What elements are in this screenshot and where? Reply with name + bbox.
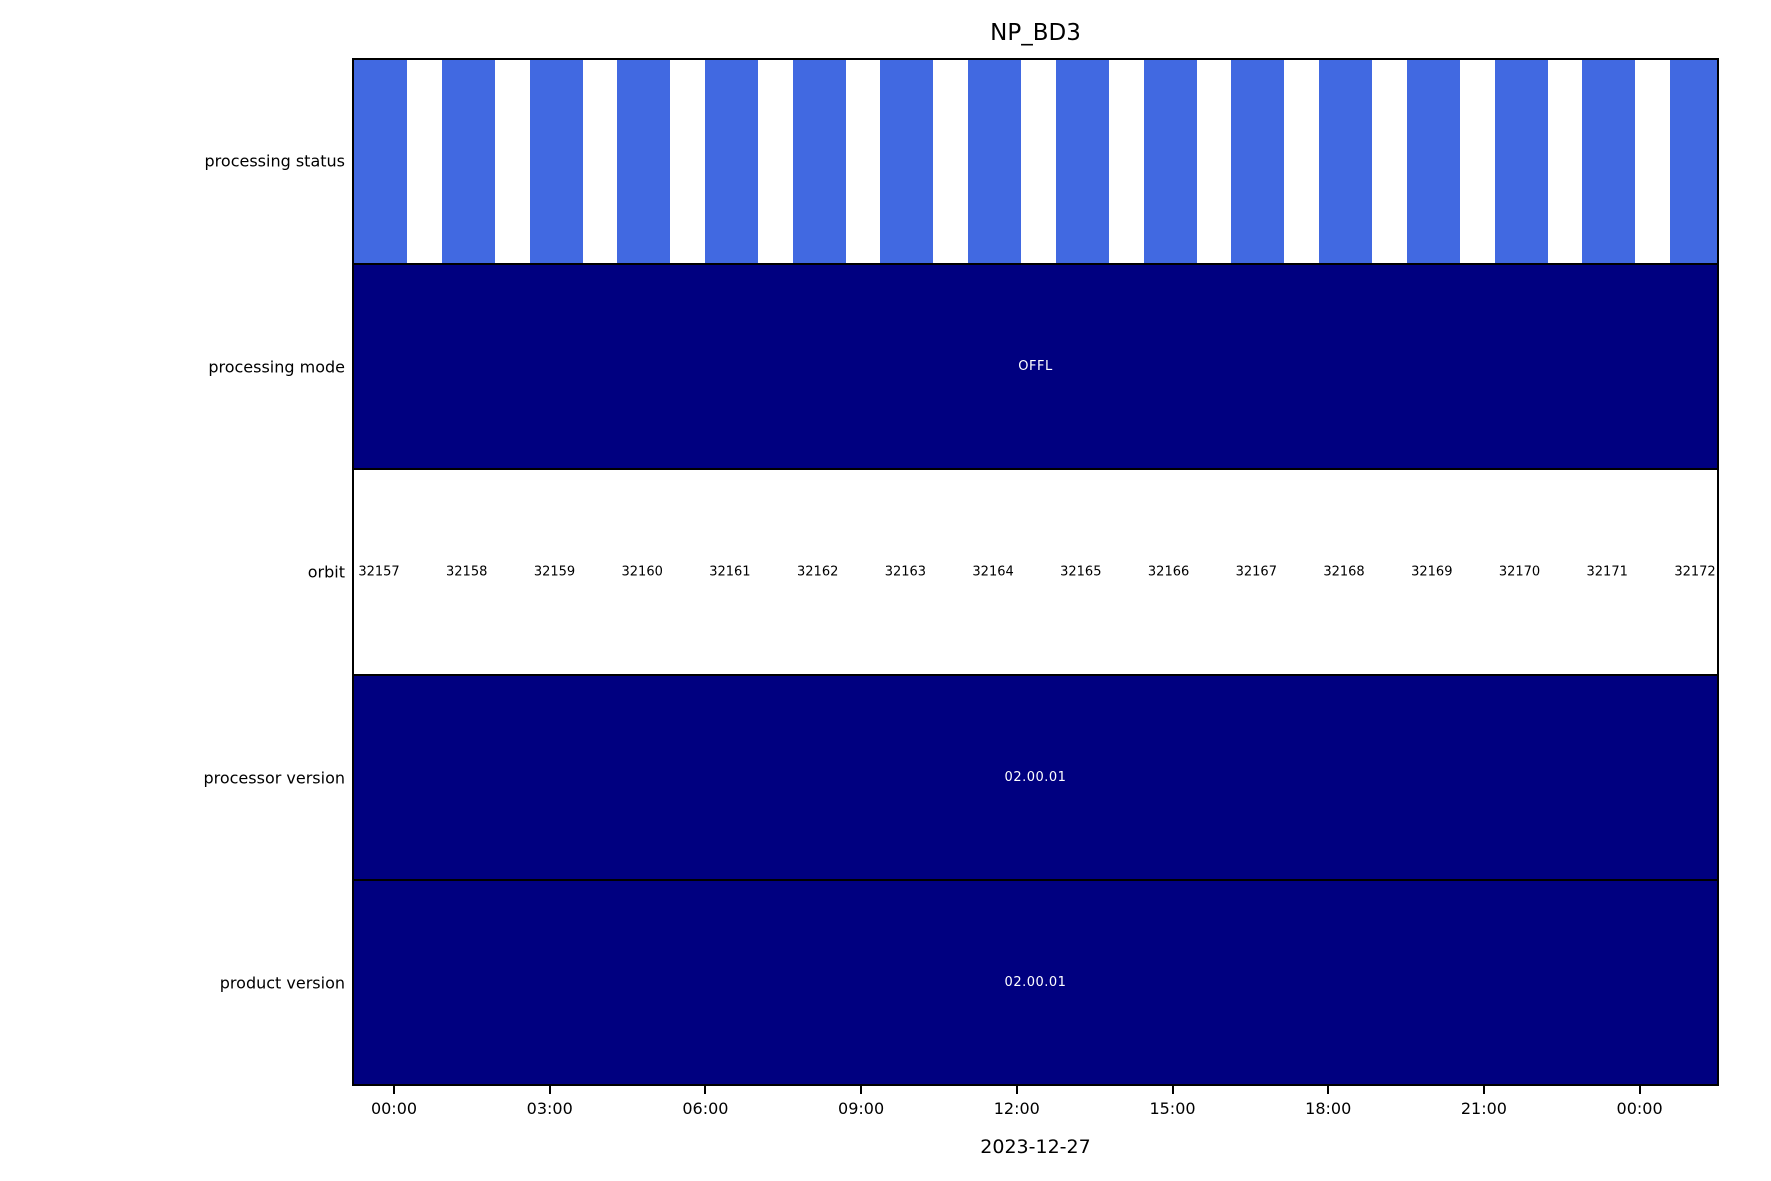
x-tick-label: 06:00 — [682, 1099, 729, 1118]
x-tick-mark — [860, 1086, 863, 1094]
status-bar — [354, 60, 407, 264]
processor-version-value: 02.00.01 — [1004, 769, 1067, 785]
x-tick-label: 00:00 — [1616, 1099, 1663, 1118]
x-tick-label: 18:00 — [1305, 1099, 1352, 1118]
orbit-label: 32165 — [1060, 564, 1102, 580]
x-axis: 2023-12-27 00:00 03:00 06:00 09:00 12:00 15:0… — [352, 1086, 1719, 1176]
orbit-label: 32163 — [884, 564, 927, 580]
orbit-label: 32158 — [446, 564, 488, 580]
status-bar — [617, 60, 671, 264]
orbit-label: 32159 — [533, 564, 576, 580]
x-tick-mark — [548, 1086, 551, 1094]
y-label-processing-status: processing status — [204, 151, 345, 171]
orbit-label: 32162 — [797, 564, 839, 580]
orbit-label: 32157 — [358, 564, 400, 580]
status-bar — [1319, 60, 1372, 264]
product-version-value: 02.00.01 — [1004, 974, 1067, 990]
orbit-label: 32166 — [1147, 564, 1190, 580]
orbit-label: 32160 — [621, 564, 663, 580]
orbit-label: 32171 — [1586, 564, 1628, 580]
status-bar — [529, 60, 583, 264]
status-bar — [1231, 60, 1285, 264]
orbit-label: 32169 — [1411, 564, 1453, 580]
status-bar — [1143, 60, 1197, 264]
status-bar — [441, 60, 495, 264]
x-tick-label: 12:00 — [993, 1099, 1040, 1118]
x-tick-label: 00:00 — [370, 1099, 418, 1118]
chart-title: NP_BD3 — [990, 20, 1081, 46]
x-tick-label: 21:00 — [1460, 1099, 1507, 1118]
x-tick-label: 03:00 — [526, 1099, 573, 1118]
row-processing-status — [354, 60, 1717, 264]
orbit-label: 32172 — [1674, 564, 1716, 580]
x-tick-label: 15:00 — [1149, 1099, 1196, 1118]
status-bar — [880, 60, 934, 264]
x-tick-mark — [704, 1086, 707, 1094]
x-tick-mark — [1638, 1086, 1641, 1094]
orbit-label: 32164 — [972, 564, 1014, 580]
orbit-label: 32167 — [1235, 564, 1277, 580]
orbit-label: 32168 — [1323, 564, 1365, 580]
processing-mode-value: OFFL — [1018, 359, 1053, 375]
y-label-product-version: product version — [219, 973, 345, 993]
y-label-processor-version: processor version — [203, 768, 345, 788]
plot-area: OFFL 32157 32158 32159 32160 32161 32162 32163… — [352, 58, 1719, 1086]
status-bar — [1055, 60, 1109, 264]
x-tick-mark — [1171, 1086, 1174, 1094]
x-tick-label: 09:00 — [838, 1099, 885, 1118]
y-label-processing-mode: processing mode — [208, 357, 345, 377]
x-tick-mark — [1327, 1086, 1330, 1094]
x-axis-label: 2023-12-27 — [980, 1136, 1091, 1158]
y-label-orbit: orbit — [307, 562, 345, 582]
status-bar — [1670, 60, 1717, 264]
x-tick-mark — [1015, 1086, 1018, 1094]
row-processor-version: 02.00.01 — [354, 673, 1717, 879]
status-bar — [704, 60, 758, 264]
row-processing-mode: OFFL — [354, 263, 1717, 469]
status-bar — [1406, 60, 1460, 264]
status-bar — [1582, 60, 1636, 264]
status-bar — [792, 60, 846, 264]
x-tick-mark — [1482, 1086, 1485, 1094]
x-tick-mark — [393, 1086, 395, 1094]
status-bar — [968, 60, 1022, 264]
status-bar — [1494, 60, 1548, 264]
row-product-version: 02.00.01 — [354, 878, 1717, 1085]
row-orbit: 32157 32158 32159 32160 32161 32162 32163 32164… — [354, 468, 1717, 673]
orbit-label: 32170 — [1498, 564, 1541, 580]
orbit-label: 32161 — [709, 564, 751, 580]
